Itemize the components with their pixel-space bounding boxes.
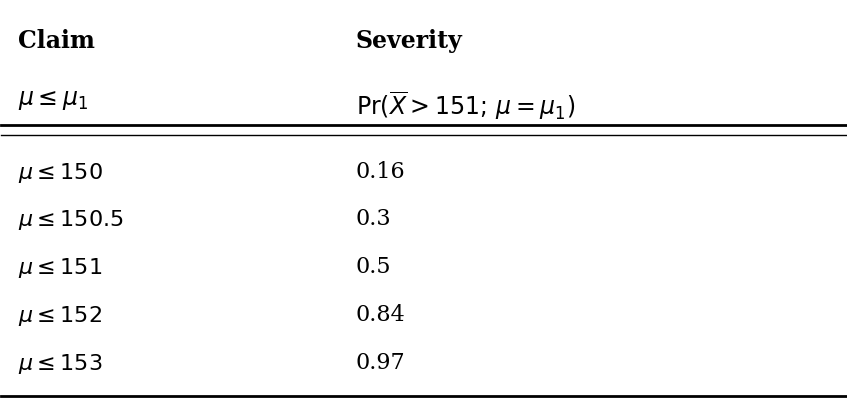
Text: $\mu \leq 151$: $\mu \leq 151$ — [19, 256, 102, 280]
Text: 0.3: 0.3 — [356, 209, 391, 231]
Text: 0.5: 0.5 — [356, 256, 391, 278]
Text: $\mu \leq \mu_1$: $\mu \leq \mu_1$ — [19, 89, 89, 112]
Text: $\mu \leq 152$: $\mu \leq 152$ — [19, 304, 102, 328]
Text: $\mu \leq 150$: $\mu \leq 150$ — [19, 161, 103, 185]
Text: Severity: Severity — [356, 29, 462, 53]
Text: 0.84: 0.84 — [356, 304, 406, 326]
Text: $\mu \leq 153$: $\mu \leq 153$ — [19, 352, 102, 376]
Text: $\mathrm{Pr}(\overline{X} > 151;\, \mu = \mu_1)$: $\mathrm{Pr}(\overline{X} > 151;\, \mu =… — [356, 89, 575, 122]
Text: Claim: Claim — [19, 29, 95, 53]
Text: 0.97: 0.97 — [356, 352, 406, 374]
Text: 0.16: 0.16 — [356, 161, 406, 183]
Text: $\mu \leq 150.5$: $\mu \leq 150.5$ — [19, 209, 124, 233]
